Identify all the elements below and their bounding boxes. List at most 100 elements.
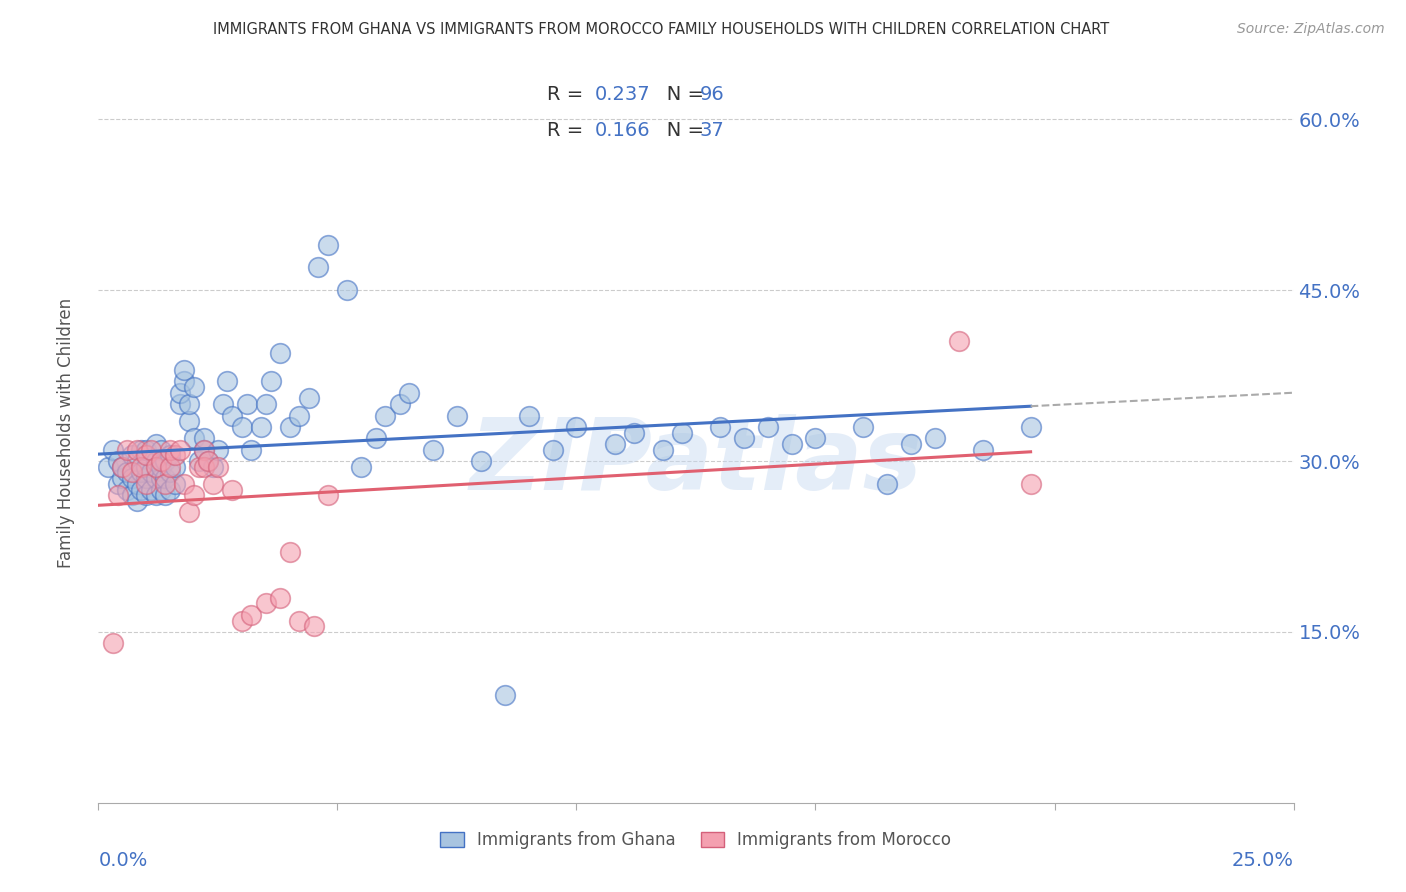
Text: 0.0%: 0.0% xyxy=(98,851,148,870)
Text: 0.237: 0.237 xyxy=(595,85,650,103)
Point xyxy=(159,483,181,497)
Point xyxy=(101,442,124,457)
Point xyxy=(197,454,219,468)
Point xyxy=(565,420,588,434)
Point xyxy=(364,431,387,445)
Point xyxy=(135,442,157,457)
Point xyxy=(145,437,167,451)
Point xyxy=(159,449,181,463)
Point xyxy=(149,454,172,468)
Point xyxy=(307,260,329,275)
Point xyxy=(470,454,492,468)
Point xyxy=(149,442,172,457)
Point xyxy=(780,437,803,451)
Point xyxy=(221,409,243,423)
Text: R =: R = xyxy=(547,121,589,140)
Point xyxy=(111,459,134,474)
Point xyxy=(240,607,263,622)
Point xyxy=(211,397,233,411)
Point xyxy=(756,420,779,434)
Point xyxy=(163,459,186,474)
Point xyxy=(169,385,191,400)
Point xyxy=(149,483,172,497)
Point xyxy=(494,688,516,702)
Point xyxy=(350,459,373,474)
Point xyxy=(183,380,205,394)
Point xyxy=(115,483,138,497)
Point xyxy=(169,442,191,457)
Point xyxy=(107,454,129,468)
Point xyxy=(231,614,253,628)
Point xyxy=(948,334,970,349)
Point xyxy=(235,397,257,411)
Point xyxy=(179,397,201,411)
Point xyxy=(139,442,162,457)
Text: N =: N = xyxy=(648,85,710,103)
Point xyxy=(163,476,186,491)
Point xyxy=(288,409,311,423)
Point xyxy=(651,442,673,457)
Point xyxy=(876,476,898,491)
Point xyxy=(202,459,225,474)
Point xyxy=(121,466,143,480)
Point xyxy=(111,459,134,474)
Point xyxy=(316,237,339,252)
Point xyxy=(121,449,143,463)
Point xyxy=(149,459,172,474)
Point xyxy=(336,283,359,297)
Point xyxy=(139,466,162,480)
Point xyxy=(852,420,875,434)
Text: 25.0%: 25.0% xyxy=(1232,851,1294,870)
Text: 37: 37 xyxy=(700,121,724,140)
Point xyxy=(388,397,411,411)
Point xyxy=(924,431,946,445)
Point xyxy=(603,437,626,451)
Point xyxy=(121,488,143,502)
Point xyxy=(145,459,167,474)
Point xyxy=(221,483,243,497)
Point xyxy=(131,442,153,457)
Point xyxy=(316,488,339,502)
Point xyxy=(139,483,162,497)
Point xyxy=(149,471,172,485)
Point xyxy=(517,409,540,423)
Point xyxy=(298,392,321,406)
Point xyxy=(145,488,167,502)
Point xyxy=(145,454,167,468)
Text: Source: ZipAtlas.com: Source: ZipAtlas.com xyxy=(1237,22,1385,37)
Point xyxy=(278,545,301,559)
Point xyxy=(250,420,273,434)
Point xyxy=(187,454,209,468)
Point xyxy=(278,420,301,434)
Point xyxy=(446,409,468,423)
Point xyxy=(207,459,229,474)
Point xyxy=(217,375,239,389)
Point xyxy=(145,471,167,485)
Point xyxy=(259,375,281,389)
Text: R =: R = xyxy=(547,85,589,103)
Point xyxy=(155,488,177,502)
Point xyxy=(155,476,177,491)
Text: N =: N = xyxy=(648,121,710,140)
Point xyxy=(107,488,129,502)
Point xyxy=(179,414,201,428)
Point xyxy=(155,471,177,485)
Point xyxy=(155,454,177,468)
Point xyxy=(107,476,129,491)
Point xyxy=(179,505,201,519)
Point xyxy=(131,483,153,497)
Point xyxy=(193,459,215,474)
Text: 0.166: 0.166 xyxy=(595,121,650,140)
Point xyxy=(135,471,157,485)
Point xyxy=(972,442,994,457)
Point xyxy=(202,476,225,491)
Legend: Immigrants from Ghana, Immigrants from Morocco: Immigrants from Ghana, Immigrants from M… xyxy=(432,822,960,857)
Point xyxy=(187,459,209,474)
Point xyxy=(125,442,148,457)
Point xyxy=(159,466,181,480)
Point xyxy=(135,459,157,474)
Point xyxy=(288,614,311,628)
Point xyxy=(302,619,325,633)
Point xyxy=(97,459,120,474)
Point xyxy=(709,420,731,434)
